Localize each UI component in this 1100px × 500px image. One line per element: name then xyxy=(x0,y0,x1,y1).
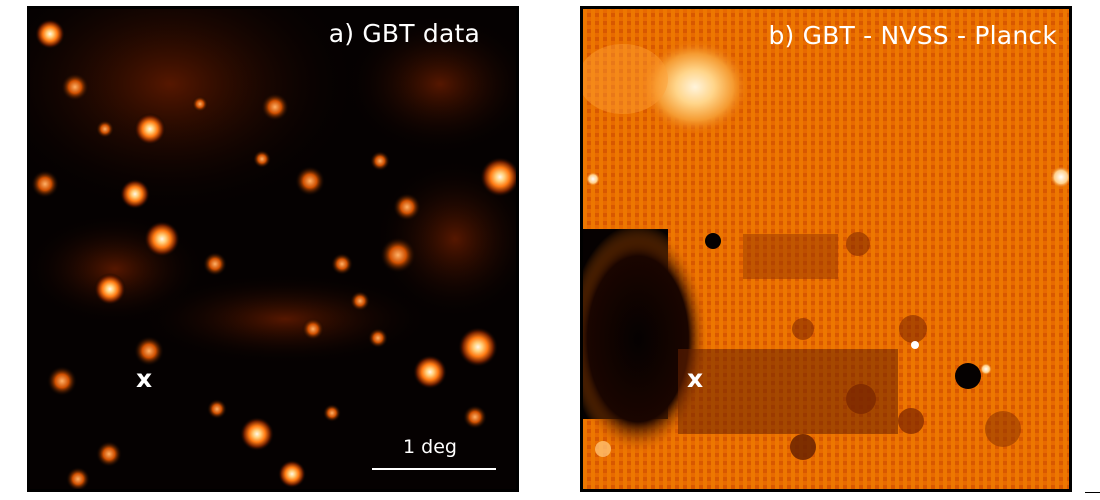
scale-bar: 1 deg xyxy=(372,438,496,478)
position-marker-b: x xyxy=(687,364,704,393)
panel-a-title: a) GBT data xyxy=(328,19,480,48)
panel-residual: b) GBT - NVSS - Planck x xyxy=(580,6,1072,492)
position-marker-a: x xyxy=(136,364,153,393)
residual-image xyxy=(583,9,1069,489)
panel-b-title: b) GBT - NVSS - Planck xyxy=(768,21,1057,50)
scale-bar-line xyxy=(372,468,496,470)
scale-bar-label: 1 deg xyxy=(403,436,457,458)
panel-gbt-data: a) GBT data x 1 deg xyxy=(27,6,519,492)
gbt-data-image xyxy=(30,9,516,489)
figure-corner-tick xyxy=(1085,492,1100,493)
